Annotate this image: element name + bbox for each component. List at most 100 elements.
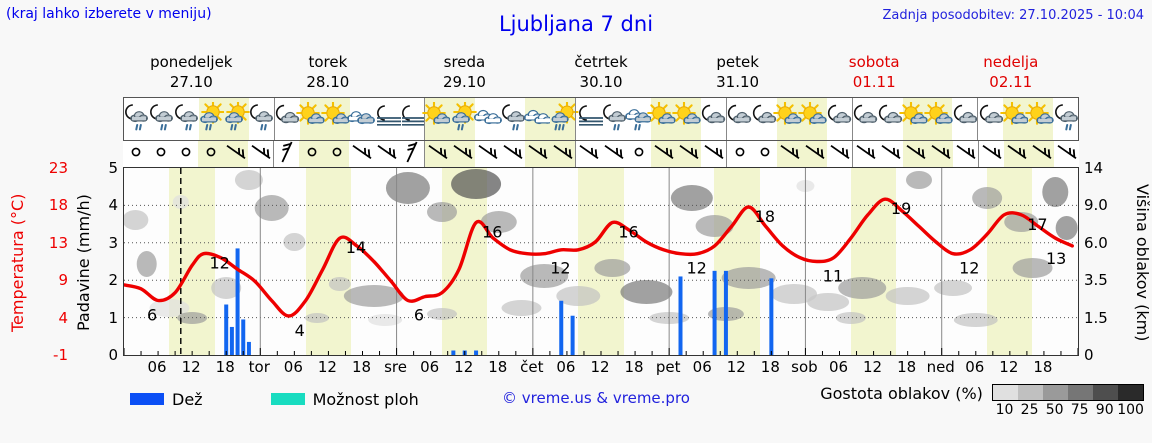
wind-barb-cell-24	[726, 141, 752, 167]
sun-cloud-shower-icon	[545, 100, 581, 136]
night-cloud-icon	[695, 102, 731, 136]
temperature-tick-2: 13	[48, 233, 68, 252]
weather-icon-cell-13	[450, 98, 477, 140]
weather-icon-cell-1	[149, 98, 174, 140]
time-tick-8: 06	[420, 358, 440, 376]
plot-band	[714, 168, 760, 355]
weather-icon-cell-37	[1053, 98, 1078, 140]
series-legend: Dež Možnost ploh	[130, 386, 419, 412]
cloud-density-swatch-2	[1043, 385, 1068, 400]
time-tick-11: čet	[520, 358, 544, 376]
time-tick-16: 06	[692, 358, 712, 376]
wind-barb-cell-23	[701, 141, 726, 167]
cloud-density-tick-2: 50	[1045, 402, 1064, 418]
sun-cloud-rain-icon	[445, 100, 481, 136]
wind-barb-cell-18	[575, 141, 601, 167]
temperature-axis-ticks: 23 18 13 9 4 -1	[36, 159, 70, 364]
sun-cloud-icon	[294, 101, 330, 136]
weather-icon-cell-3	[198, 98, 226, 140]
sun-cloud-icon	[1023, 101, 1059, 136]
cloud-density-tick-1: 25	[1020, 402, 1039, 418]
barb-sw-icon	[903, 140, 929, 168]
day-header-1: torek 28.10	[260, 52, 397, 96]
precipitation-tick-5: 0	[108, 346, 118, 364]
barb-sw-icon	[827, 140, 853, 168]
calm-icon	[727, 140, 753, 168]
time-tick-2: 18	[215, 358, 235, 376]
time-tick-25: 12	[999, 358, 1019, 376]
wind-barb-cell-11	[399, 141, 424, 167]
time-tick-15: pet	[655, 358, 681, 376]
night-cloud-icon	[973, 102, 1009, 136]
time-tick-10: 18	[488, 358, 508, 376]
weather-icon-cell-32	[924, 98, 953, 140]
precipitation-tick-1: 4	[108, 196, 118, 215]
wind-barb-cell-7	[299, 141, 324, 167]
day-name: nedelja	[983, 53, 1039, 71]
day-header-5: sobota 01.11	[806, 52, 943, 96]
rain-legend-label: Dež	[172, 389, 203, 409]
barb-sw-icon	[777, 140, 803, 168]
day-date: 28.10	[306, 73, 350, 91]
barb-sw-icon	[701, 140, 727, 168]
precipitation-tick-0: 5	[108, 159, 118, 177]
temperature-value-label-0: 6	[147, 305, 157, 324]
cloud-density-swatch-5	[1118, 385, 1143, 400]
calm-icon	[626, 140, 652, 168]
weather-icon-cell-33	[952, 98, 978, 140]
wind-barb-cell-27	[802, 141, 827, 167]
temperature-value-label-11: 19	[891, 199, 911, 218]
calm-icon	[752, 140, 778, 168]
last-updated-label: Zadnja posodobitev: 27.10.2025 - 10:04	[882, 8, 1144, 23]
wind-barb-cell-19	[601, 141, 626, 167]
weather-icon-cell-18	[575, 98, 603, 140]
cloud-density-swatch-4	[1093, 385, 1118, 400]
weather-icon-cell-23	[701, 98, 726, 140]
cloud-density-ticks: 10 25 50 75 90 100	[992, 402, 1144, 418]
wind-barb-cell-25	[752, 141, 777, 167]
temperature-tick-4: 4	[58, 308, 68, 327]
wind-barb-cell-28	[827, 141, 852, 167]
copyright-link[interactable]: © vreme.us & vreme.pro	[502, 389, 690, 407]
wind-barb-cell-29	[852, 141, 878, 167]
time-tick-7: sre	[384, 358, 408, 376]
temperature-value-label-13: 17	[1027, 215, 1047, 234]
weather-icon-cell-36	[1024, 98, 1054, 140]
cloudheight-tick-1: 9.0	[1084, 196, 1108, 215]
day-name: četrtek	[574, 53, 628, 71]
temperature-value-label-2: 4	[295, 321, 305, 340]
precipitation-axis-title: Padavine (mm/h)	[74, 194, 93, 331]
barb-sw-icon	[802, 140, 828, 168]
temperature-value-label-5: 16	[482, 223, 502, 242]
weather-icon-cell-27	[798, 98, 827, 140]
temperature-value-label-7: 16	[618, 223, 638, 242]
temperature-value-label-8: 12	[687, 259, 707, 278]
fog-night-icon	[369, 102, 405, 136]
barb-sw-icon	[651, 140, 677, 168]
time-tick-3: tor	[248, 358, 270, 376]
weather-icon-cell-21	[647, 98, 677, 140]
weather-icon-cell-10	[375, 98, 401, 140]
weather-icon-cell-17	[550, 98, 579, 140]
temperature-value-label-9: 18	[755, 207, 775, 226]
barb-sw-icon	[550, 140, 576, 168]
weather-icon-strip	[123, 97, 1079, 141]
wind-barb-strip	[123, 141, 1079, 167]
night-cloud-icon	[269, 102, 305, 136]
weather-icon-cell-14	[473, 98, 502, 140]
wind-barb-cell-4	[223, 141, 248, 167]
wind-barb-cell-6	[273, 141, 299, 167]
temperature-value-label-12: 12	[959, 259, 979, 278]
night-cloud-rain-icon	[143, 102, 179, 136]
wind-barb-cell-30	[878, 141, 903, 167]
day-date: 30.10	[579, 73, 623, 91]
temperature-tick-0: 23	[48, 159, 68, 177]
wind-barb-cell-8	[324, 141, 349, 167]
time-axis: 06 12 18 tor 06 12 18 sre 06 12 18 čet 06 12 18 pet 06 12…	[123, 358, 1079, 380]
barb-sw-icon	[223, 140, 249, 168]
temperature-tick-5: -1	[53, 346, 68, 364]
sun-cloud-icon	[771, 101, 807, 136]
wind-barb-cell-22	[676, 141, 701, 167]
night-cloud-icon	[721, 102, 757, 136]
wind-barb-cell-33	[953, 141, 978, 167]
